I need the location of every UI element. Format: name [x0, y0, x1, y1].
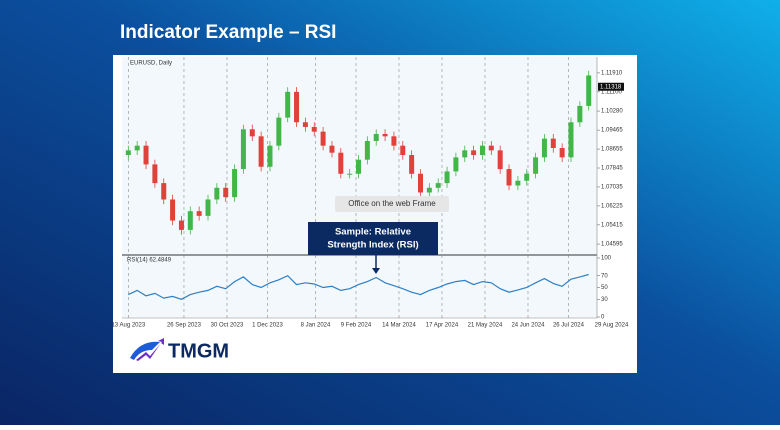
candle-body	[568, 122, 574, 158]
candle-body	[329, 145, 335, 153]
callout-arrowhead	[372, 268, 380, 274]
candle-body	[364, 140, 370, 160]
last-price-label: 1.11318	[600, 84, 622, 90]
x-tick-label: 8 Jan 2024	[301, 323, 331, 329]
plot-area	[122, 57, 597, 318]
candle-body	[232, 169, 238, 198]
candle-body	[559, 148, 565, 158]
candle-body	[444, 171, 450, 184]
candle-body	[373, 133, 379, 141]
candle-body	[426, 187, 432, 193]
candle-body	[533, 157, 539, 174]
candle-body	[479, 145, 485, 156]
candle-body	[125, 150, 131, 156]
x-tick-label: 14 Mar 2024	[382, 323, 416, 329]
candle-body	[240, 129, 246, 170]
logo-icon	[136, 338, 164, 361]
candle-body	[506, 169, 512, 186]
candle-body	[471, 150, 477, 156]
candle-body	[347, 173, 353, 175]
candle-body	[285, 91, 291, 118]
candle-body	[391, 136, 397, 146]
y-tick-label: 1.11100	[601, 89, 622, 95]
callout-box	[308, 222, 438, 255]
candle-body	[311, 126, 317, 132]
x-tick-label: 26 Jul 2024	[553, 323, 585, 329]
x-tick-label: 9 Feb 2024	[341, 323, 372, 329]
candle-body	[276, 117, 282, 146]
candle-body	[214, 187, 220, 200]
candle-body	[488, 145, 494, 151]
y-tick-label: 0	[601, 315, 605, 321]
candle-body	[134, 145, 140, 151]
y-tick-label: 1.07035	[601, 185, 623, 191]
candle-body	[577, 105, 583, 123]
rsi-chart-title: RSI(14) 62.4849	[127, 258, 172, 264]
x-tick-label: 17 Apr 2024	[426, 323, 459, 329]
candle-body	[178, 220, 184, 230]
candle-body	[294, 91, 300, 123]
candle-body	[249, 129, 255, 137]
x-tick-label: 29 Aug 2024	[595, 323, 629, 329]
callout-text: Sample: Relative	[335, 227, 411, 238]
y-tick-label: 1.05415	[601, 222, 623, 228]
y-tick-label: 1.04595	[601, 242, 623, 248]
candle-body	[161, 183, 167, 200]
candle-body	[409, 155, 415, 174]
candle-body	[267, 145, 273, 167]
candle-body	[497, 150, 503, 170]
y-tick-label: 1.09465	[601, 128, 623, 134]
x-tick-label: 24 Jun 2024	[511, 323, 545, 329]
y-tick-label: 1.08655	[601, 147, 623, 153]
y-tick-label: 100	[601, 256, 612, 262]
x-tick-label: 1 Dec 2023	[252, 323, 283, 329]
candle-body	[550, 138, 556, 149]
y-tick-label: 30	[601, 297, 608, 303]
y-tick-label: 1.07845	[601, 166, 623, 172]
candle-body	[541, 138, 547, 158]
candle-body	[196, 211, 202, 216]
x-tick-label: 30 Oct 2023	[211, 323, 244, 329]
candle-body	[515, 180, 521, 186]
slide-title: Indicator Example – RSI	[120, 22, 336, 43]
last-price-box	[598, 82, 624, 91]
candle-body	[152, 164, 158, 184]
tooltip-text: Office on the web Frame	[348, 199, 436, 208]
y-tick-label: 1.10280	[601, 109, 623, 115]
candle-body	[258, 136, 264, 167]
candle-body	[417, 173, 423, 193]
y-tick-label: 70	[601, 273, 608, 279]
logo-text: TMGM	[168, 340, 229, 362]
x-tick-label: 26 Sep 2023	[167, 323, 202, 329]
candle-body	[338, 152, 344, 174]
candle-body	[382, 133, 388, 137]
candle-body	[453, 157, 459, 172]
candle-body	[462, 150, 468, 158]
candle-body	[435, 183, 441, 188]
candle-body	[586, 75, 592, 106]
tooltip-box	[335, 196, 449, 212]
candle-body	[320, 131, 326, 146]
candle-body	[187, 211, 193, 230]
rsi-line	[128, 273, 589, 300]
logo-icon	[130, 341, 160, 360]
logo: TMGM	[130, 338, 229, 362]
candle-body	[223, 187, 229, 198]
price-chart-title: EURUSD, Daily	[130, 61, 172, 67]
candle-body	[143, 145, 149, 165]
x-tick-label: 21 May 2024	[468, 323, 503, 329]
candle-body	[400, 145, 406, 156]
callout-text: Strength Index (RSI)	[327, 240, 418, 251]
candle-body	[356, 159, 362, 174]
x-tick-label: 13 Aug 2023	[111, 323, 145, 329]
y-tick-label: 1.11910	[601, 70, 623, 76]
y-tick-label: 50	[601, 285, 608, 291]
candle-body	[170, 199, 176, 221]
candle-body	[205, 199, 211, 216]
plots: 13 Aug 2023 26 Sep 2023 30 Oct 2023 1 Dec 2…	[111, 57, 629, 329]
y-tick-label: 1.06225	[601, 203, 623, 209]
candle-body	[524, 173, 530, 181]
candle-body	[302, 122, 308, 127]
